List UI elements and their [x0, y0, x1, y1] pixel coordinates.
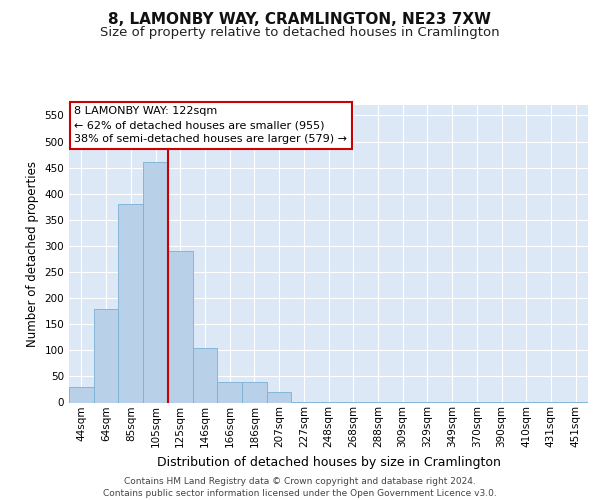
Text: Size of property relative to detached houses in Cramlington: Size of property relative to detached ho… — [100, 26, 500, 39]
Bar — [242, 382, 267, 402]
Text: 8, LAMONBY WAY, CRAMLINGTON, NE23 7XW: 8, LAMONBY WAY, CRAMLINGTON, NE23 7XW — [109, 12, 491, 28]
Bar — [168, 251, 193, 402]
Text: 8 LAMONBY WAY: 122sqm
← 62% of detached houses are smaller (955)
38% of semi-det: 8 LAMONBY WAY: 122sqm ← 62% of detached … — [74, 106, 347, 144]
Bar — [193, 348, 217, 403]
Bar — [143, 162, 168, 402]
X-axis label: Distribution of detached houses by size in Cramlington: Distribution of detached houses by size … — [157, 456, 500, 468]
Bar — [217, 382, 242, 402]
Bar — [69, 387, 94, 402]
Bar — [267, 392, 292, 402]
Bar — [94, 308, 118, 402]
Bar — [118, 204, 143, 402]
Text: Contains HM Land Registry data © Crown copyright and database right 2024.
Contai: Contains HM Land Registry data © Crown c… — [103, 476, 497, 498]
Y-axis label: Number of detached properties: Number of detached properties — [26, 161, 39, 347]
